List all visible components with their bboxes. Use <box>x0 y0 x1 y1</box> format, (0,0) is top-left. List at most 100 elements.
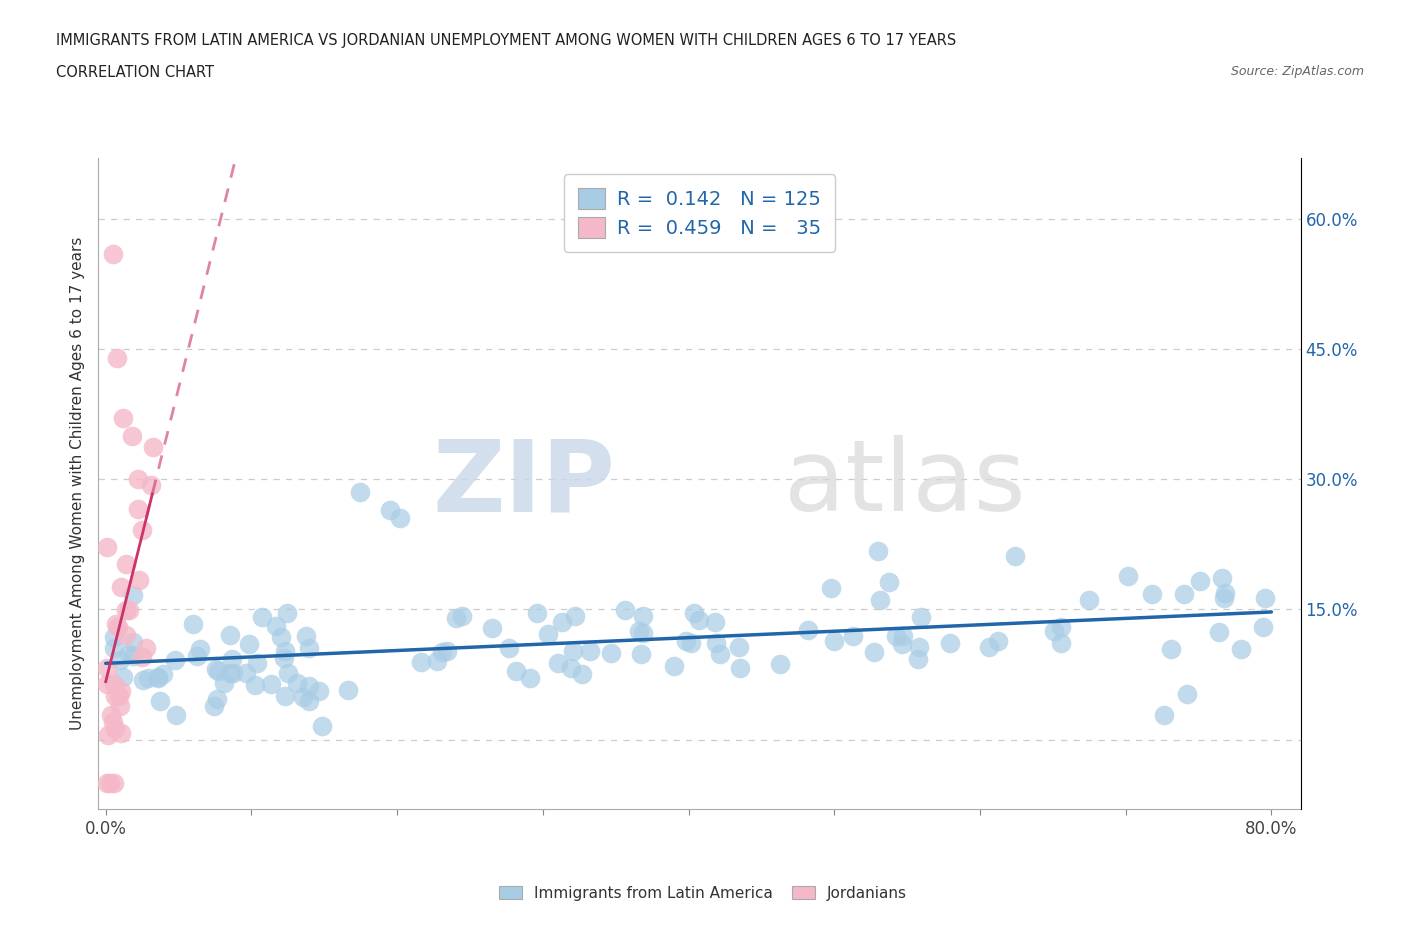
Point <box>436 644 458 658</box>
Point <box>104 689 127 704</box>
Point <box>138 671 160 685</box>
Point <box>110 684 132 698</box>
Y-axis label: Unemployment Among Women with Children Ages 6 to 17 years: Unemployment Among Women with Children A… <box>70 237 86 730</box>
Point <box>186 648 208 663</box>
Point <box>103 641 125 656</box>
Point <box>910 609 932 624</box>
Point <box>122 588 145 603</box>
Point <box>907 640 929 655</box>
Point <box>426 654 449 669</box>
Point <box>571 667 593 682</box>
Point <box>238 636 260 651</box>
Point <box>146 671 169 685</box>
Point <box>118 603 141 618</box>
Point <box>1251 619 1274 634</box>
Point <box>298 679 321 694</box>
Point <box>1153 707 1175 722</box>
Point <box>1208 624 1230 639</box>
Point <box>132 672 155 687</box>
Point <box>704 615 727 630</box>
Point <box>498 641 520 656</box>
Point <box>96 660 118 675</box>
Point <box>769 658 792 672</box>
Point <box>294 629 316 644</box>
Point <box>633 626 655 641</box>
Point <box>727 640 749 655</box>
Point <box>165 707 187 722</box>
Text: ZIP: ZIP <box>433 435 616 532</box>
Text: atlas: atlas <box>783 435 1025 532</box>
Point <box>977 639 1000 654</box>
Point <box>115 556 138 571</box>
Point <box>728 660 751 675</box>
Point <box>907 651 929 666</box>
Point <box>1042 623 1064 638</box>
Text: IMMIGRANTS FROM LATIN AMERICA VS JORDANIAN UNEMPLOYMENT AMONG WOMEN WITH CHILDRE: IMMIGRANTS FROM LATIN AMERICA VS JORDANI… <box>56 33 956 47</box>
Point <box>561 644 583 658</box>
Point <box>105 351 128 365</box>
Point <box>139 477 162 492</box>
Point <box>285 676 308 691</box>
Point <box>298 694 321 709</box>
Point <box>260 676 283 691</box>
Point <box>246 655 269 670</box>
Point <box>893 629 915 644</box>
Legend: Immigrants from Latin America, Jordanians: Immigrants from Latin America, Jordanian… <box>492 878 914 909</box>
Point <box>877 575 900 590</box>
Legend: R =  0.142   N = 125, R =  0.459   N =   35: R = 0.142 N = 125, R = 0.459 N = 35 <box>564 174 835 252</box>
Point <box>115 628 138 643</box>
Point <box>560 660 582 675</box>
Point <box>1049 636 1071 651</box>
Point <box>1213 591 1236 605</box>
Point <box>103 776 125 790</box>
Point <box>409 655 432 670</box>
Point <box>274 688 297 703</box>
Point <box>537 626 560 641</box>
Point <box>308 684 330 699</box>
Point <box>149 694 172 709</box>
Point <box>273 650 295 665</box>
Point <box>100 708 122 723</box>
Point <box>869 592 891 607</box>
Point <box>118 646 141 661</box>
Point <box>380 502 402 517</box>
Point <box>526 605 548 620</box>
Point <box>884 629 907 644</box>
Point <box>1189 573 1212 588</box>
Point <box>202 699 225 714</box>
Point <box>450 608 472 623</box>
Point <box>1004 549 1026 564</box>
Point <box>547 656 569 671</box>
Point <box>181 617 204 631</box>
Point <box>101 715 124 730</box>
Point <box>706 635 728 650</box>
Point <box>1229 642 1251 657</box>
Point <box>1140 587 1163 602</box>
Point <box>939 636 962 651</box>
Point <box>842 629 865 644</box>
Point <box>96 677 118 692</box>
Point <box>96 776 118 790</box>
Point <box>96 727 118 742</box>
Point <box>128 573 150 588</box>
Point <box>564 608 586 623</box>
Point <box>683 605 706 620</box>
Point <box>675 634 697 649</box>
Point <box>349 485 371 499</box>
Point <box>222 666 245 681</box>
Point <box>221 652 243 667</box>
Point <box>163 653 186 668</box>
Point <box>866 543 889 558</box>
Point <box>146 670 169 684</box>
Point <box>311 719 333 734</box>
Point <box>1173 586 1195 601</box>
Point <box>131 649 153 664</box>
Point <box>110 579 132 594</box>
Point <box>630 646 652 661</box>
Point <box>103 630 125 644</box>
Point <box>212 676 235 691</box>
Point <box>1078 592 1101 607</box>
Point <box>709 647 731 662</box>
Point <box>127 472 149 486</box>
Point <box>108 698 131 713</box>
